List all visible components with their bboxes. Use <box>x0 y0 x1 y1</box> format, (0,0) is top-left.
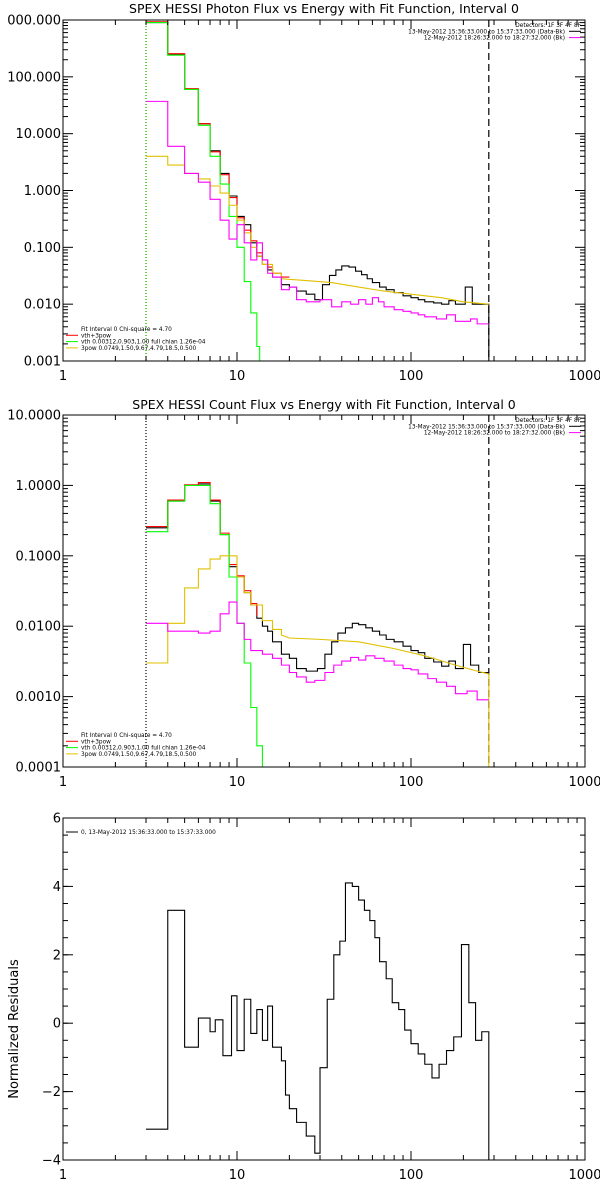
x-tick-label: 100 <box>399 369 424 384</box>
legend-entry: 3pow 0.0749,1.50,9.67,4.79,18.5,0.500 <box>81 346 197 352</box>
series-group <box>146 21 490 361</box>
legend-entry: 12-May-2012 18:26:32.000 to 18:27:32.000… <box>424 431 565 437</box>
series-line-3 <box>146 155 489 305</box>
series-line-4 <box>146 601 489 701</box>
y-tick-label: −2 <box>42 1085 61 1100</box>
plot-frame <box>62 414 586 768</box>
y-tick-label: 1.0000 <box>16 479 62 494</box>
legend-entry: vth+3pow <box>81 333 111 339</box>
plot-frame <box>62 817 586 1161</box>
series-line-1 <box>146 21 290 278</box>
x-tick-label: 10 <box>229 775 246 790</box>
legend-entry: 3pow 0.0749,1.50,9.67,4.79,18.5,0.500 <box>81 752 197 758</box>
chart-panel-2: SPEX HESSI Count Flux vs Energy with Fit… <box>7 397 600 790</box>
y-tick-label: 10.0000 <box>7 409 61 424</box>
legend-entry: Fit Interval 0 Chi-square = 4.70 <box>81 733 172 739</box>
x-tick-label: 1 <box>59 775 67 790</box>
y-tick-label: 2 <box>53 948 61 963</box>
y-tick-label: 0.0010 <box>16 690 62 705</box>
legend-entry: 13-May-2012 15:36:33.000 to 15:37:33.000… <box>408 424 565 430</box>
y-tick-label: 0.100 <box>24 241 61 256</box>
legend-entry: 0, 13-May-2012 15:36:33.000 to 15:37:33.… <box>81 830 216 836</box>
legend-entry: Detectors: 1F 3F 4F 8F <box>515 418 581 424</box>
y-tick-label: 100.000 <box>7 70 61 85</box>
legend-entry: vth+3pow <box>81 739 111 745</box>
y-tick-label: 1.000 <box>24 184 61 199</box>
series-group <box>146 481 490 767</box>
x-tick-label: 10 <box>229 369 246 384</box>
y-tick-label: 0.1000 <box>16 549 62 564</box>
x-tick-label: 100 <box>399 775 424 790</box>
y-tick-label: 0 <box>53 1017 61 1032</box>
legend-entry: 12-May-2012 18:26:32.000 to 18:27:32.000… <box>424 36 565 42</box>
y-tick-label: 0.010 <box>24 298 61 313</box>
x-tick-label: 10 <box>229 1168 246 1183</box>
y-tick-label: 0.0001 <box>16 761 62 776</box>
y-tick-label: 0.001 <box>24 355 61 370</box>
series-line-0 <box>146 882 490 1160</box>
series-group <box>146 882 490 1160</box>
chart-title: SPEX HESSI Count Flux vs Energy with Fit… <box>132 397 515 412</box>
x-tick-label: 1 <box>59 369 67 384</box>
x-tick-label: 1000 <box>568 1168 600 1183</box>
x-tick-label: 100 <box>399 1168 424 1183</box>
y-tick-label: 000.000 <box>7 14 61 29</box>
series-line-0 <box>146 483 489 674</box>
chart-panel-1: SPEX HESSI Photon Flux vs Energy with Fi… <box>7 1 600 384</box>
y-tick-label: 6 <box>53 812 61 827</box>
series-line-2 <box>146 22 261 361</box>
legend-entry: Fit Interval 0 Chi-square = 4.70 <box>81 327 172 333</box>
legend-entry: Detectors: 1F 3F 4F 8F <box>515 23 581 29</box>
y-tick-label: −4 <box>42 1154 61 1169</box>
series-line-1 <box>146 481 258 616</box>
series-line-4 <box>146 100 489 325</box>
y-tick-label: 0.0100 <box>16 620 62 635</box>
y-axis-label: Normalized Residuals <box>7 959 22 1099</box>
series-line-3 <box>146 555 490 767</box>
chart-panel-3: 1 10 100 1000 −4 −2 0 2 4 6 Normalized Residuals 0,… <box>7 812 600 1184</box>
y-tick-label: 10.000 <box>16 127 62 142</box>
x-tick-label: 1 <box>59 1168 67 1183</box>
chart-title: SPEX HESSI Photon Flux vs Energy with Fi… <box>129 1 519 16</box>
series-line-0 <box>146 22 490 361</box>
legend-entry: vth 0.00312,0.903,1.00 full chian 1.26e-… <box>81 340 206 346</box>
y-tick-label: 4 <box>53 880 61 895</box>
plot-frame <box>62 19 586 362</box>
x-tick-label: 1000 <box>568 369 600 384</box>
legend-entry: 13-May-2012 15:36:33.000 to 15:37:33.000… <box>408 29 565 35</box>
legend-entry: vth 0.00312,0.903,1.00 full chian 1.26e-… <box>81 746 206 752</box>
x-tick-label: 1000 <box>568 775 600 790</box>
